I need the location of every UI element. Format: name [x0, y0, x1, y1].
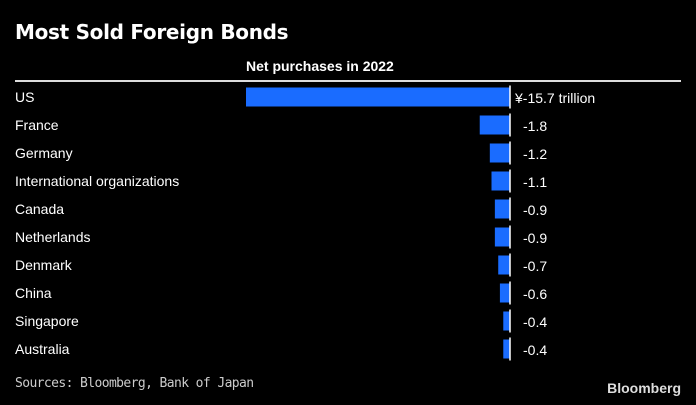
value-label: -1.1 — [523, 174, 547, 190]
value-label: -1.8 — [523, 118, 547, 134]
bloomberg-logo: Bloomberg — [607, 380, 681, 396]
value-label: -0.4 — [523, 342, 547, 358]
value-label: -0.4 — [523, 314, 547, 330]
category-label: Canada — [15, 201, 64, 217]
bar — [499, 283, 510, 303]
value-label: ¥-15.7 trillion — [514, 90, 595, 106]
bar — [491, 171, 510, 191]
category-label: Germany — [15, 145, 73, 161]
value-label: -0.9 — [523, 230, 547, 246]
value-label: -0.9 — [523, 202, 547, 218]
bar — [503, 311, 510, 331]
category-label: France — [15, 117, 59, 133]
value-label: -0.7 — [523, 258, 547, 274]
header-divider — [15, 80, 681, 82]
category-label: Netherlands — [15, 229, 91, 245]
category-label: Australia — [15, 341, 70, 357]
category-label: China — [15, 285, 52, 301]
bar — [479, 115, 510, 135]
category-label: US — [15, 89, 34, 105]
source-note: Sources: Bloomberg, Bank of Japan — [15, 376, 254, 391]
value-label: -0.6 — [523, 286, 547, 302]
category-label: International organizations — [15, 173, 179, 189]
category-label: Singapore — [15, 313, 79, 329]
category-label: Denmark — [15, 257, 73, 273]
chart-subtitle: Net purchases in 2022 — [246, 58, 394, 74]
chart-title: Most Sold Foreign Bonds — [15, 20, 289, 44]
bar — [494, 227, 510, 247]
bar — [494, 199, 510, 219]
bar — [246, 87, 510, 107]
bar — [503, 339, 510, 359]
bar — [498, 255, 510, 275]
bar — [489, 143, 510, 163]
value-label: -1.2 — [523, 146, 547, 162]
